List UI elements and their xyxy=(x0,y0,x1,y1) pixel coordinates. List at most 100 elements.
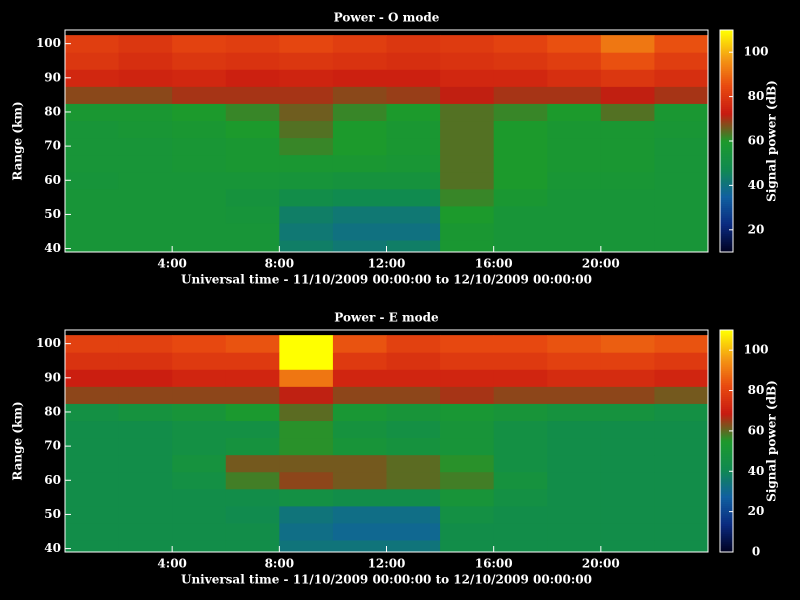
heatmap-cell xyxy=(65,171,120,190)
colorbar-step xyxy=(720,497,733,501)
heatmap-cell xyxy=(225,352,280,370)
colorbar-step xyxy=(720,380,733,383)
colorbar-step xyxy=(720,332,733,335)
heatmap-cell xyxy=(440,188,495,207)
colorbar-step xyxy=(720,237,733,241)
colorbar-step xyxy=(720,410,733,414)
heatmap-cell xyxy=(547,137,602,156)
colorbar-step xyxy=(720,543,733,547)
heatmap-cell xyxy=(493,52,548,70)
heatmap-cell xyxy=(493,505,548,524)
heatmap-cell xyxy=(600,86,655,104)
heatmap-cell xyxy=(654,154,708,173)
colorbar-step xyxy=(720,175,733,178)
colorbar-step xyxy=(720,400,733,404)
colorbar-step xyxy=(720,426,733,430)
colorbar-step xyxy=(720,38,733,41)
colorbar-step xyxy=(720,217,733,221)
heatmap-cell xyxy=(600,120,655,139)
colorbar-step xyxy=(720,173,733,176)
colorbar-step xyxy=(720,416,733,420)
heatmap-cell xyxy=(654,222,708,241)
colorbar-step xyxy=(720,78,733,81)
chart-title: Power - E mode xyxy=(334,311,439,325)
heatmap-cell xyxy=(225,154,280,173)
colorbar-step xyxy=(720,447,733,450)
colorbar-step xyxy=(720,54,733,57)
heatmap-cell xyxy=(493,386,548,404)
heatmap-cell xyxy=(118,103,173,122)
colorbar-step xyxy=(720,519,733,523)
colorbar-step xyxy=(720,398,733,402)
heatmap-cell xyxy=(118,420,173,439)
heatmap-cell xyxy=(654,386,708,404)
colorbar-step xyxy=(720,334,733,337)
colorbar-step xyxy=(720,481,733,484)
colorbar-step xyxy=(720,457,733,460)
y-tick-label: 90 xyxy=(44,370,61,384)
heatmap-cell xyxy=(65,386,120,404)
heatmap-cell xyxy=(65,454,120,473)
heatmap-cell xyxy=(386,540,441,552)
heatmap-cell xyxy=(225,240,280,252)
heatmap-cell xyxy=(65,369,120,387)
heatmap-cell xyxy=(225,522,280,541)
heatmap-cell xyxy=(118,120,173,139)
colorbar-step xyxy=(720,179,733,182)
x-tick-label: 20:00 xyxy=(582,557,620,571)
colorbar-step xyxy=(720,30,733,33)
colorbar-step xyxy=(720,507,733,511)
colorbar-step xyxy=(720,116,733,120)
heatmap-cell xyxy=(440,522,495,541)
colorbar-step xyxy=(720,354,733,357)
colorbar-step xyxy=(720,112,733,116)
heatmap-cell xyxy=(65,403,120,422)
heatmap-cell xyxy=(547,540,602,552)
colorbar-step xyxy=(720,239,733,243)
heatmap-cell xyxy=(386,352,441,370)
colorbar-step xyxy=(720,215,733,219)
heatmap-cell xyxy=(493,403,548,422)
heatmap-cell xyxy=(225,171,280,190)
heatmap-cell xyxy=(225,137,280,156)
heatmap-cell xyxy=(279,52,334,70)
heatmap-cell xyxy=(600,240,655,252)
heatmap-cell xyxy=(65,86,120,104)
heatmap-cell xyxy=(654,35,708,53)
heatmap-cell xyxy=(172,369,227,387)
colorbar-step xyxy=(720,86,733,90)
colorbar-step xyxy=(720,203,733,207)
colorbar-step xyxy=(720,360,733,363)
heatmap-cell xyxy=(440,240,495,252)
colorbar-step xyxy=(720,157,733,160)
heatmap-cell xyxy=(172,420,227,439)
heatmap-cell xyxy=(65,540,120,552)
heatmap-cell xyxy=(386,471,441,490)
colorbar-step xyxy=(720,163,733,166)
heatmap-cell xyxy=(440,369,495,387)
y-tick-label: 40 xyxy=(44,241,61,255)
heatmap-cell xyxy=(332,522,387,541)
heatmap-cell xyxy=(172,437,227,456)
colorbar-step xyxy=(720,412,733,416)
colorbar-step xyxy=(720,231,733,235)
heatmap-cell xyxy=(600,505,655,524)
colorbar-step xyxy=(720,102,733,106)
colorbar-step xyxy=(720,185,733,188)
colorbar-step xyxy=(720,495,733,499)
y-axis-label: Range (km) xyxy=(11,401,25,480)
heatmap-cell xyxy=(547,205,602,224)
heatmap-cell xyxy=(172,403,227,422)
colorbar-step xyxy=(720,501,733,505)
heatmap-cell xyxy=(440,540,495,552)
colorbar-step xyxy=(720,104,733,108)
heatmap-cell xyxy=(386,335,441,353)
y-tick-label: 50 xyxy=(44,207,61,221)
heatmap-cell xyxy=(547,69,602,87)
colorbar-step xyxy=(720,155,733,158)
heatmap-cell xyxy=(279,154,334,173)
colorbar-step xyxy=(720,438,733,442)
x-tick-label: 16:00 xyxy=(475,257,513,271)
heatmap-cell xyxy=(493,35,548,53)
